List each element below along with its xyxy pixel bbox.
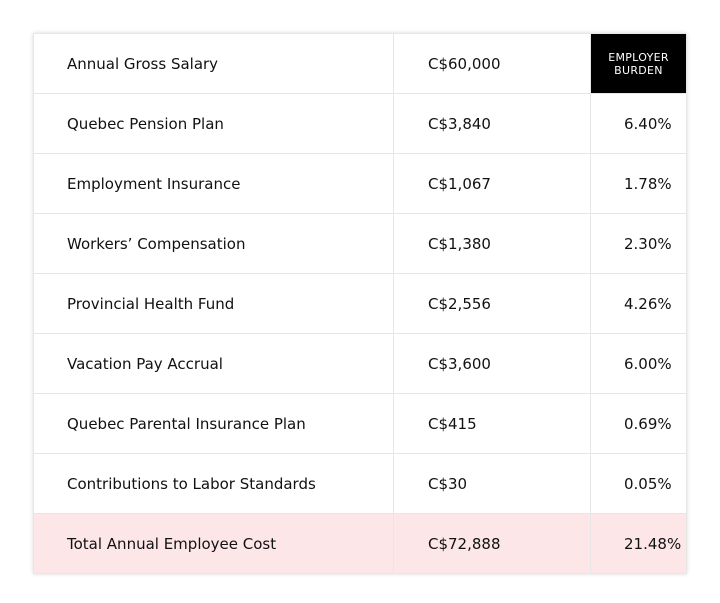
table-cell: 21.48% [590, 513, 687, 574]
table-cell: Quebec Parental Insurance Plan [33, 393, 394, 454]
table-cell: Vacation Pay Accrual [33, 333, 394, 394]
table-cell: 0.05% [590, 453, 687, 514]
cost-table-container: Annual Gross Salary C$60,000 EMPLOYER BURD… [33, 33, 687, 574]
cost-table: Annual Gross Salary C$60,000 EMPLOYER BURD… [33, 33, 687, 574]
table-row: Provincial Health Fund C$2,556 4.26% [33, 273, 687, 334]
table-cell: Contributions to Labor Standards [33, 453, 394, 514]
table-cell: 6.40% [590, 93, 687, 154]
table-cell: 2.30% [590, 213, 687, 274]
table-cell: 0.69% [590, 393, 687, 454]
table-cell: C$72,888 [393, 513, 591, 574]
table-row: Quebec Pension Plan C$3,840 6.40% [33, 93, 687, 154]
table-cell: C$2,556 [393, 273, 591, 334]
table-cell: C$3,840 [393, 93, 591, 154]
table-cell: C$30 [393, 453, 591, 514]
table-row: Workers’ Compensation C$1,380 2.30% [33, 213, 687, 274]
table-cell: Workers’ Compensation [33, 213, 394, 274]
table-row: Contributions to Labor Standards C$30 0.05… [33, 453, 687, 514]
table-cell: Employment Insurance [33, 153, 394, 214]
header-label: EMPLOYER BURDEN [590, 33, 687, 94]
table-row: Employment Insurance C$1,067 1.78% [33, 153, 687, 214]
table-cell: Annual Gross Salary [33, 33, 394, 94]
table-cell: C$60,000 [393, 33, 591, 94]
table-cell: C$415 [393, 393, 591, 454]
table-cell: 1.78% [590, 153, 687, 214]
table-cell: C$3,600 [393, 333, 591, 394]
table-cell: C$1,067 [393, 153, 591, 214]
table-cell: Quebec Pension Plan [33, 93, 394, 154]
table-cell: 6.00% [590, 333, 687, 394]
table-cell: 4.26% [590, 273, 687, 334]
table-cell: C$1,380 [393, 213, 591, 274]
table-row: Quebec Parental Insurance Plan C$415 0.69% [33, 393, 687, 454]
table-row: Vacation Pay Accrual C$3,600 6.00% [33, 333, 687, 394]
total-row: Total Annual Employee Cost C$72,888 21.48% [33, 513, 687, 574]
table-cell: Total Annual Employee Cost [33, 513, 394, 574]
table-cell: Provincial Health Fund [33, 273, 394, 334]
header-row: Annual Gross Salary C$60,000 EMPLOYER BURD… [33, 33, 687, 94]
